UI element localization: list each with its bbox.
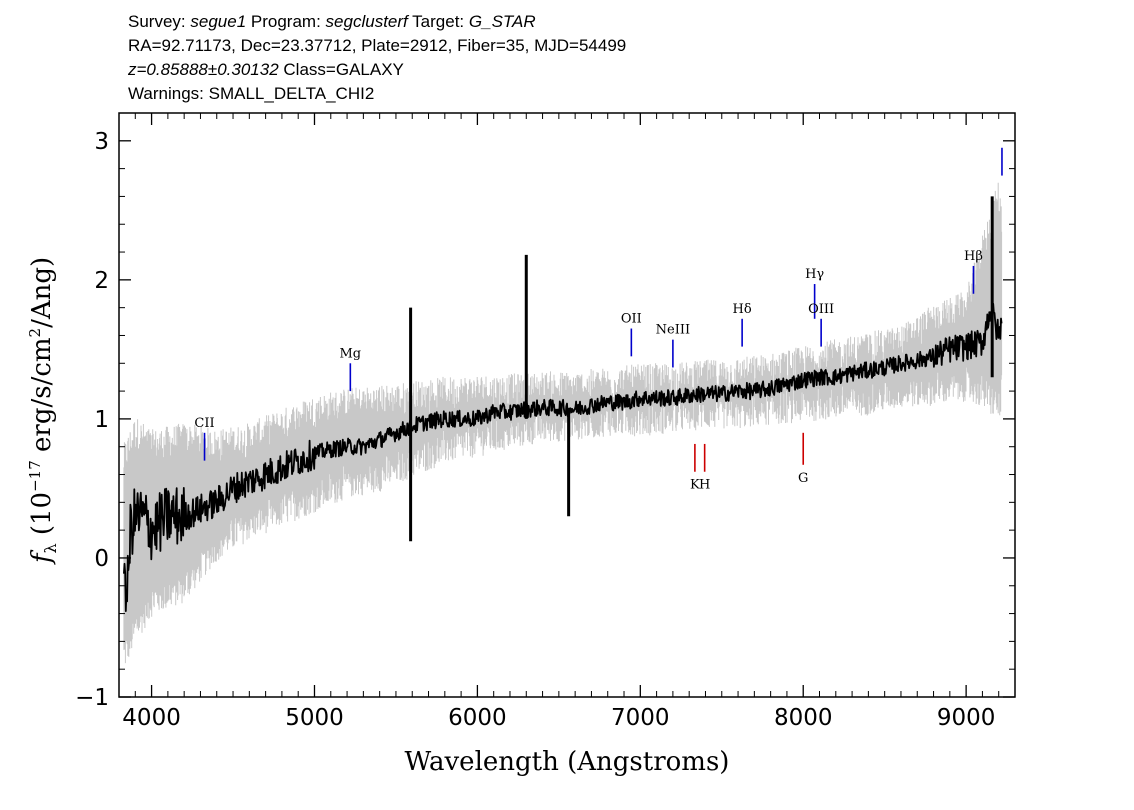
ylabel-end: /Ang)	[27, 257, 57, 328]
header-line-coordinates: RA=92.71173, Dec=23.37712, Plate=2912, F…	[128, 36, 627, 55]
uncertainty-envelope-layer	[123, 182, 1003, 664]
emission-line-label: Hγ	[805, 267, 824, 282]
spike-layer	[409, 196, 994, 542]
emission-line-label: Hδ	[733, 302, 752, 317]
emission-line-label: NeIII	[656, 323, 690, 338]
y-tick-label: 2	[94, 268, 109, 294]
emission-line-label: OIII	[808, 302, 834, 317]
plot-frame	[118, 112, 1016, 698]
y-axis-title: fλ (10−17 erg/s/cm2/Ang)	[26, 257, 60, 565]
redshift-value: z=0.85888±0.30132	[128, 60, 279, 79]
header-line-warnings: Warnings: SMALL_DELTA_CHI2	[128, 84, 375, 103]
absorption-line-label: K	[690, 478, 700, 493]
flux-line-layer	[123, 302, 1003, 612]
x-tick-label: 7000	[611, 705, 670, 731]
axis-ticks: 4000 5000 6000 7000 8000 9000 −1 0 1 2 3	[75, 112, 1016, 731]
program-value: segclusterf	[325, 12, 408, 31]
x-tick-label: 8000	[774, 705, 833, 731]
survey-label: Survey:	[128, 12, 186, 31]
ylabel-lambda: λ	[41, 543, 60, 553]
survey-value: segue1	[190, 12, 247, 31]
class-value: Class=GALAXY	[283, 60, 404, 79]
absorption-line-label: H	[699, 478, 710, 493]
header-line-redshift: z=0.85888±0.30132 Class=GALAXY	[128, 58, 626, 82]
y-tick-label: −1	[75, 685, 109, 711]
target-value: G_STAR	[468, 12, 536, 31]
uncertainty-envelope	[123, 182, 1003, 664]
ylabel-open: (10	[27, 492, 57, 544]
header-line-survey: Survey: segue1 Program: segclusterf Targ…	[128, 10, 626, 34]
program-label: Program:	[250, 12, 321, 31]
x-tick-label: 4000	[122, 705, 181, 731]
ylabel-mid: erg/s/cm	[27, 337, 57, 460]
target-label: Target:	[412, 12, 465, 31]
absorption-line-label: G	[798, 471, 808, 486]
x-tick-label: 9000	[937, 705, 996, 731]
x-tick-label: 6000	[448, 705, 507, 731]
x-axis-title: Wavelength (Angstroms)	[405, 747, 730, 777]
emission-line-label: CII	[194, 416, 214, 431]
y-tick-label: 0	[94, 546, 109, 572]
flux-line	[123, 302, 1003, 612]
emission-line-label: Hβ	[964, 249, 983, 264]
ylabel-exp: −17	[26, 460, 44, 492]
y-tick-label: 1	[94, 407, 109, 433]
ylabel-exp2: 2	[26, 328, 44, 338]
emission-line-label: OII	[621, 312, 642, 327]
emission-line-label: Mg	[340, 346, 362, 361]
y-tick-label: 3	[94, 129, 109, 155]
spectrum-header: Survey: segue1 Program: segclusterf Targ…	[128, 10, 626, 106]
spectral-line-markers: CII Mg OII NeIII Hδ Hγ OIII Hβ K H G	[194, 147, 1003, 493]
x-tick-label: 5000	[285, 705, 344, 731]
